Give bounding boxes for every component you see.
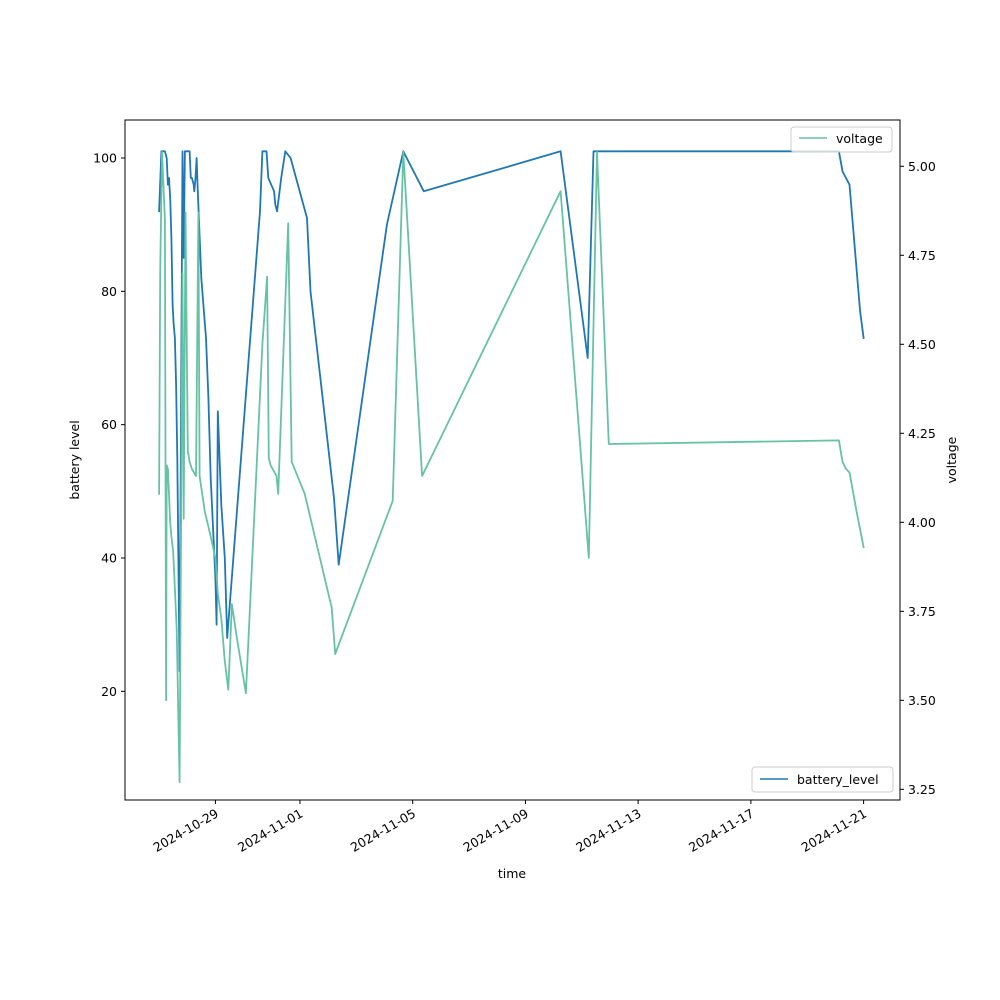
series-line-voltage xyxy=(158,151,865,784)
y-left-tick-label: 40 xyxy=(101,551,117,566)
legend-battery-level: battery_level xyxy=(751,766,894,793)
y-left-tick-label: 60 xyxy=(101,417,117,432)
y-right-tick-label: 3.75 xyxy=(908,604,936,619)
y-axis-left: 20 40 60 80 100 xyxy=(93,151,125,699)
y-right-tick-label: 3.25 xyxy=(908,782,936,797)
y-left-tick-label: 80 xyxy=(101,284,117,299)
legend-voltage: voltage xyxy=(790,126,893,153)
y-right-tick-label: 4.50 xyxy=(908,337,936,352)
plot-frame xyxy=(124,119,901,801)
y-right-tick-label: 3.50 xyxy=(908,693,936,708)
y-left-tick-label: 100 xyxy=(93,151,117,166)
y-right-tick-label: 4.25 xyxy=(908,426,936,441)
y-right-tick-label: 4.75 xyxy=(908,248,936,263)
y-right-tick-label: 4.00 xyxy=(908,515,936,530)
x-axis-title: time xyxy=(498,866,527,881)
y-left-tick-label: 20 xyxy=(101,684,117,699)
y-axis-right: 3.25 3.50 3.75 4.00 4.25 4.50 4.75 5.00 xyxy=(900,159,936,797)
y-axis-right-title: voltage xyxy=(944,436,959,483)
y-right-tick-label: 5.00 xyxy=(908,159,936,174)
series-layer xyxy=(158,150,865,784)
legend-voltage-label: voltage xyxy=(836,131,883,146)
legend-battery-level-label: battery_level xyxy=(797,772,879,787)
y-axis-left-title: battery level xyxy=(67,420,82,499)
